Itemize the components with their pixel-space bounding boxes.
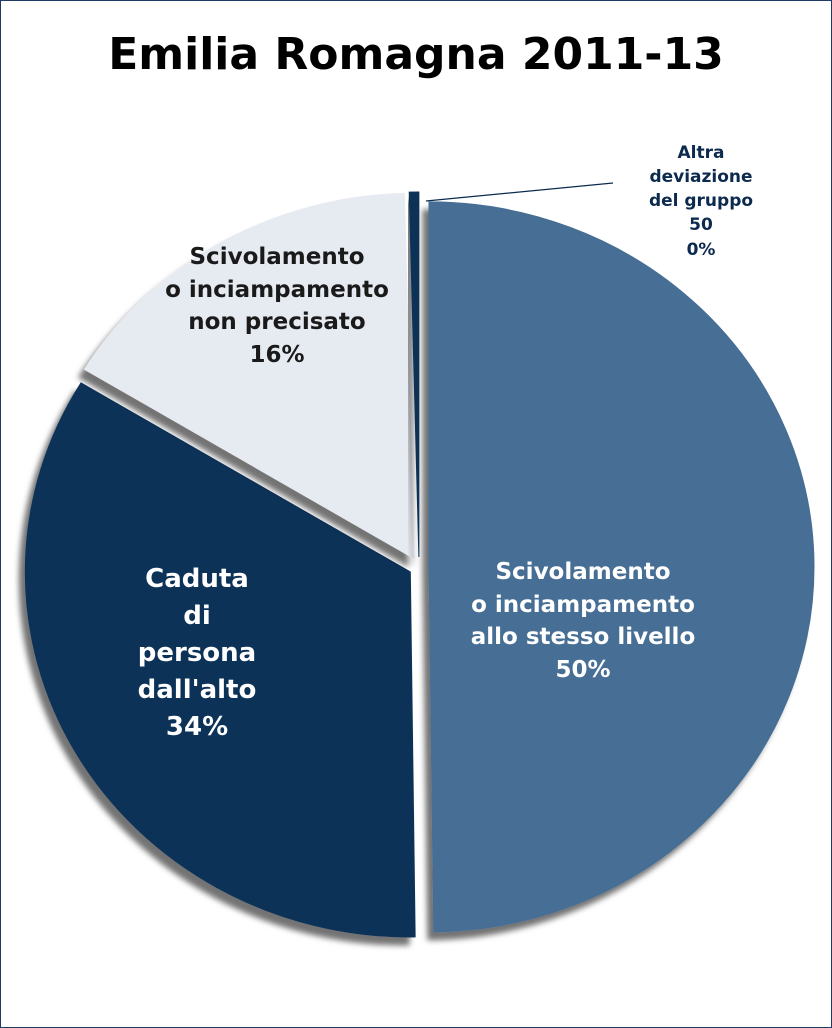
pie-slice	[408, 191, 420, 558]
category-label: Scivolamento o inciampamento allo stesso…	[470, 559, 696, 651]
pie-slice	[83, 192, 415, 560]
slice-label: Scivolamento o inciampamento non precisa…	[165, 241, 389, 372]
category-label: Altra deviazione del gruppo 50	[648, 143, 754, 236]
slice-label: Altra deviazione del gruppo 50 0%	[649, 141, 753, 262]
value-label: 0%	[686, 239, 716, 260]
value-label: 50%	[555, 656, 611, 683]
pie-slice	[24, 382, 416, 938]
category-label: Caduta di persona dall'alto	[137, 564, 257, 705]
slice-label: Scivolamento o inciampamento allo stesso…	[471, 556, 696, 687]
category-label: Scivolamento o inciampamento non precisa…	[165, 244, 389, 336]
value-label: 34%	[165, 711, 229, 742]
slice-label: Caduta di persona dall'alto 34%	[138, 561, 257, 746]
value-label: 16%	[249, 341, 305, 368]
pie-slice	[428, 201, 815, 933]
chart-title: Emilia Romagna 2011-13	[108, 29, 724, 80]
leader-line	[425, 182, 614, 202]
